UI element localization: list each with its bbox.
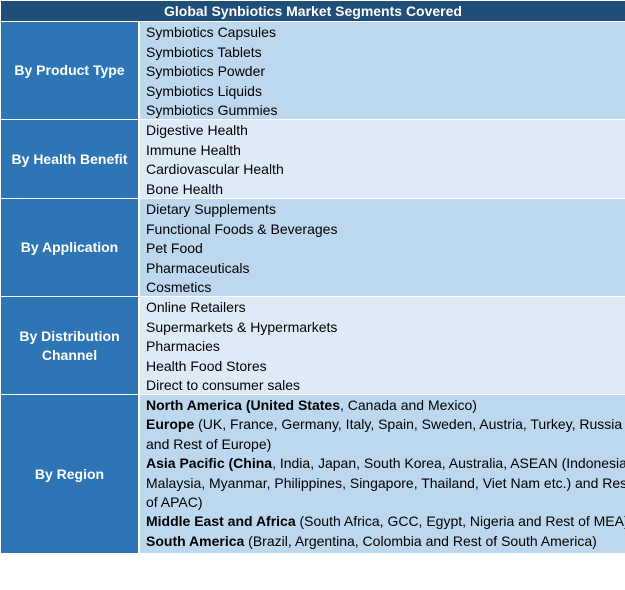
list-item: Digestive Health [146, 122, 248, 138]
segment-items: Dietary Supplements Functional Foods & B… [140, 199, 625, 297]
region-paren: ( [224, 455, 234, 472]
list-item: Symbiotics Powder [146, 63, 266, 79]
list-item: Functional Foods & Beverages [146, 220, 338, 237]
region-south-america: South America (Brazil, Argentina, Colomb… [146, 532, 625, 551]
segment-row-region: By Region North America (United States, … [1, 395, 625, 554]
list-item: Symbiotics Liquids [146, 82, 262, 99]
list-item: Pharmaceuticals [146, 259, 250, 276]
region-name: South America [146, 532, 245, 549]
region-mea: Middle East and Africa (South Africa, GC… [146, 512, 625, 531]
region-north-america: North America (United States, Canada and… [146, 396, 625, 415]
segment-row-distribution-channel: By Distribution Channel Online Retailers… [1, 297, 625, 395]
list-item: Health Food Stores [146, 357, 267, 374]
list-item: Dietary Supplements [146, 201, 276, 217]
list-item: Symbiotics Gummies [146, 102, 278, 118]
region-name: Asia Pacific [146, 455, 225, 472]
segment-row-health-benefit: By Health Benefit Digestive Health Immun… [1, 120, 625, 199]
region-europe: Europe (UK, France, Germany, Italy, Spai… [146, 415, 625, 434]
segment-label-line: Channel [41, 346, 98, 363]
segment-label-line: By Distribution [19, 327, 120, 344]
region-name: North America [146, 397, 242, 413]
list-item: Bone Health [146, 180, 224, 197]
segment-items: Symbiotics Capsules Symbiotics Tablets S… [140, 22, 625, 120]
segment-items: Digestive Health Immune Health Cardiovas… [140, 120, 625, 199]
segment-row-application: By Application Dietary Supplements Funct… [1, 199, 625, 297]
segment-row-product-type: By Product Type Symbiotics Capsules Symb… [1, 22, 625, 120]
segment-label: By Application [1, 199, 139, 297]
region-name: Europe [146, 416, 195, 433]
list-item: Cardiovascular Health [146, 161, 284, 177]
segment-label: By Health Benefit [1, 120, 139, 199]
list-item: Direct to consumer sales [146, 377, 301, 393]
list-item: Pet Food [146, 240, 203, 256]
list-item: Immune Health [146, 141, 241, 158]
region-countries: , Canada and Mexico) [339, 397, 477, 413]
region-name: Middle East and Africa [146, 513, 296, 530]
segment-label: By Region [1, 395, 139, 554]
region-countries: (UK, France, Germany, Italy, Spain, Swed… [194, 416, 623, 433]
region-asia-pacific-cont: Malaysia, Myanmar, Philippines, Singapor… [146, 474, 625, 491]
region-europe-cont: and Rest of Europe) [146, 435, 272, 452]
segment-label: By Product Type [1, 22, 139, 120]
region-paren: ( [241, 397, 251, 413]
region-countries: , India, Japan, South Korea, Australia, … [272, 455, 625, 472]
list-item: Supermarkets & Hypermarkets [146, 318, 338, 335]
segment-label: By Distribution Channel [1, 297, 139, 395]
region-country-bold: China [233, 455, 273, 472]
region-country-bold: United States [250, 397, 340, 413]
list-item: Pharmacies [146, 338, 220, 354]
segment-items: North America (United States, Canada and… [140, 395, 625, 554]
list-item: Symbiotics Capsules [146, 24, 276, 40]
list-item: Symbiotics Tablets [146, 43, 262, 60]
region-asia-pacific-cont2: of APAC) [146, 494, 203, 511]
list-item: Cosmetics [146, 279, 212, 295]
table-title: Global Synbiotics Market Segments Covere… [1, 1, 625, 22]
region-countries: (South Africa, GCC, Egypt, Nigeria and R… [295, 513, 625, 530]
region-countries: (Brazil, Argentina, Colombia and Rest of… [244, 532, 597, 549]
segment-items: Online Retailers Supermarkets & Hypermar… [140, 297, 625, 395]
list-item: Online Retailers [146, 299, 246, 315]
region-asia-pacific: Asia Pacific (China, India, Japan, South… [146, 454, 625, 473]
